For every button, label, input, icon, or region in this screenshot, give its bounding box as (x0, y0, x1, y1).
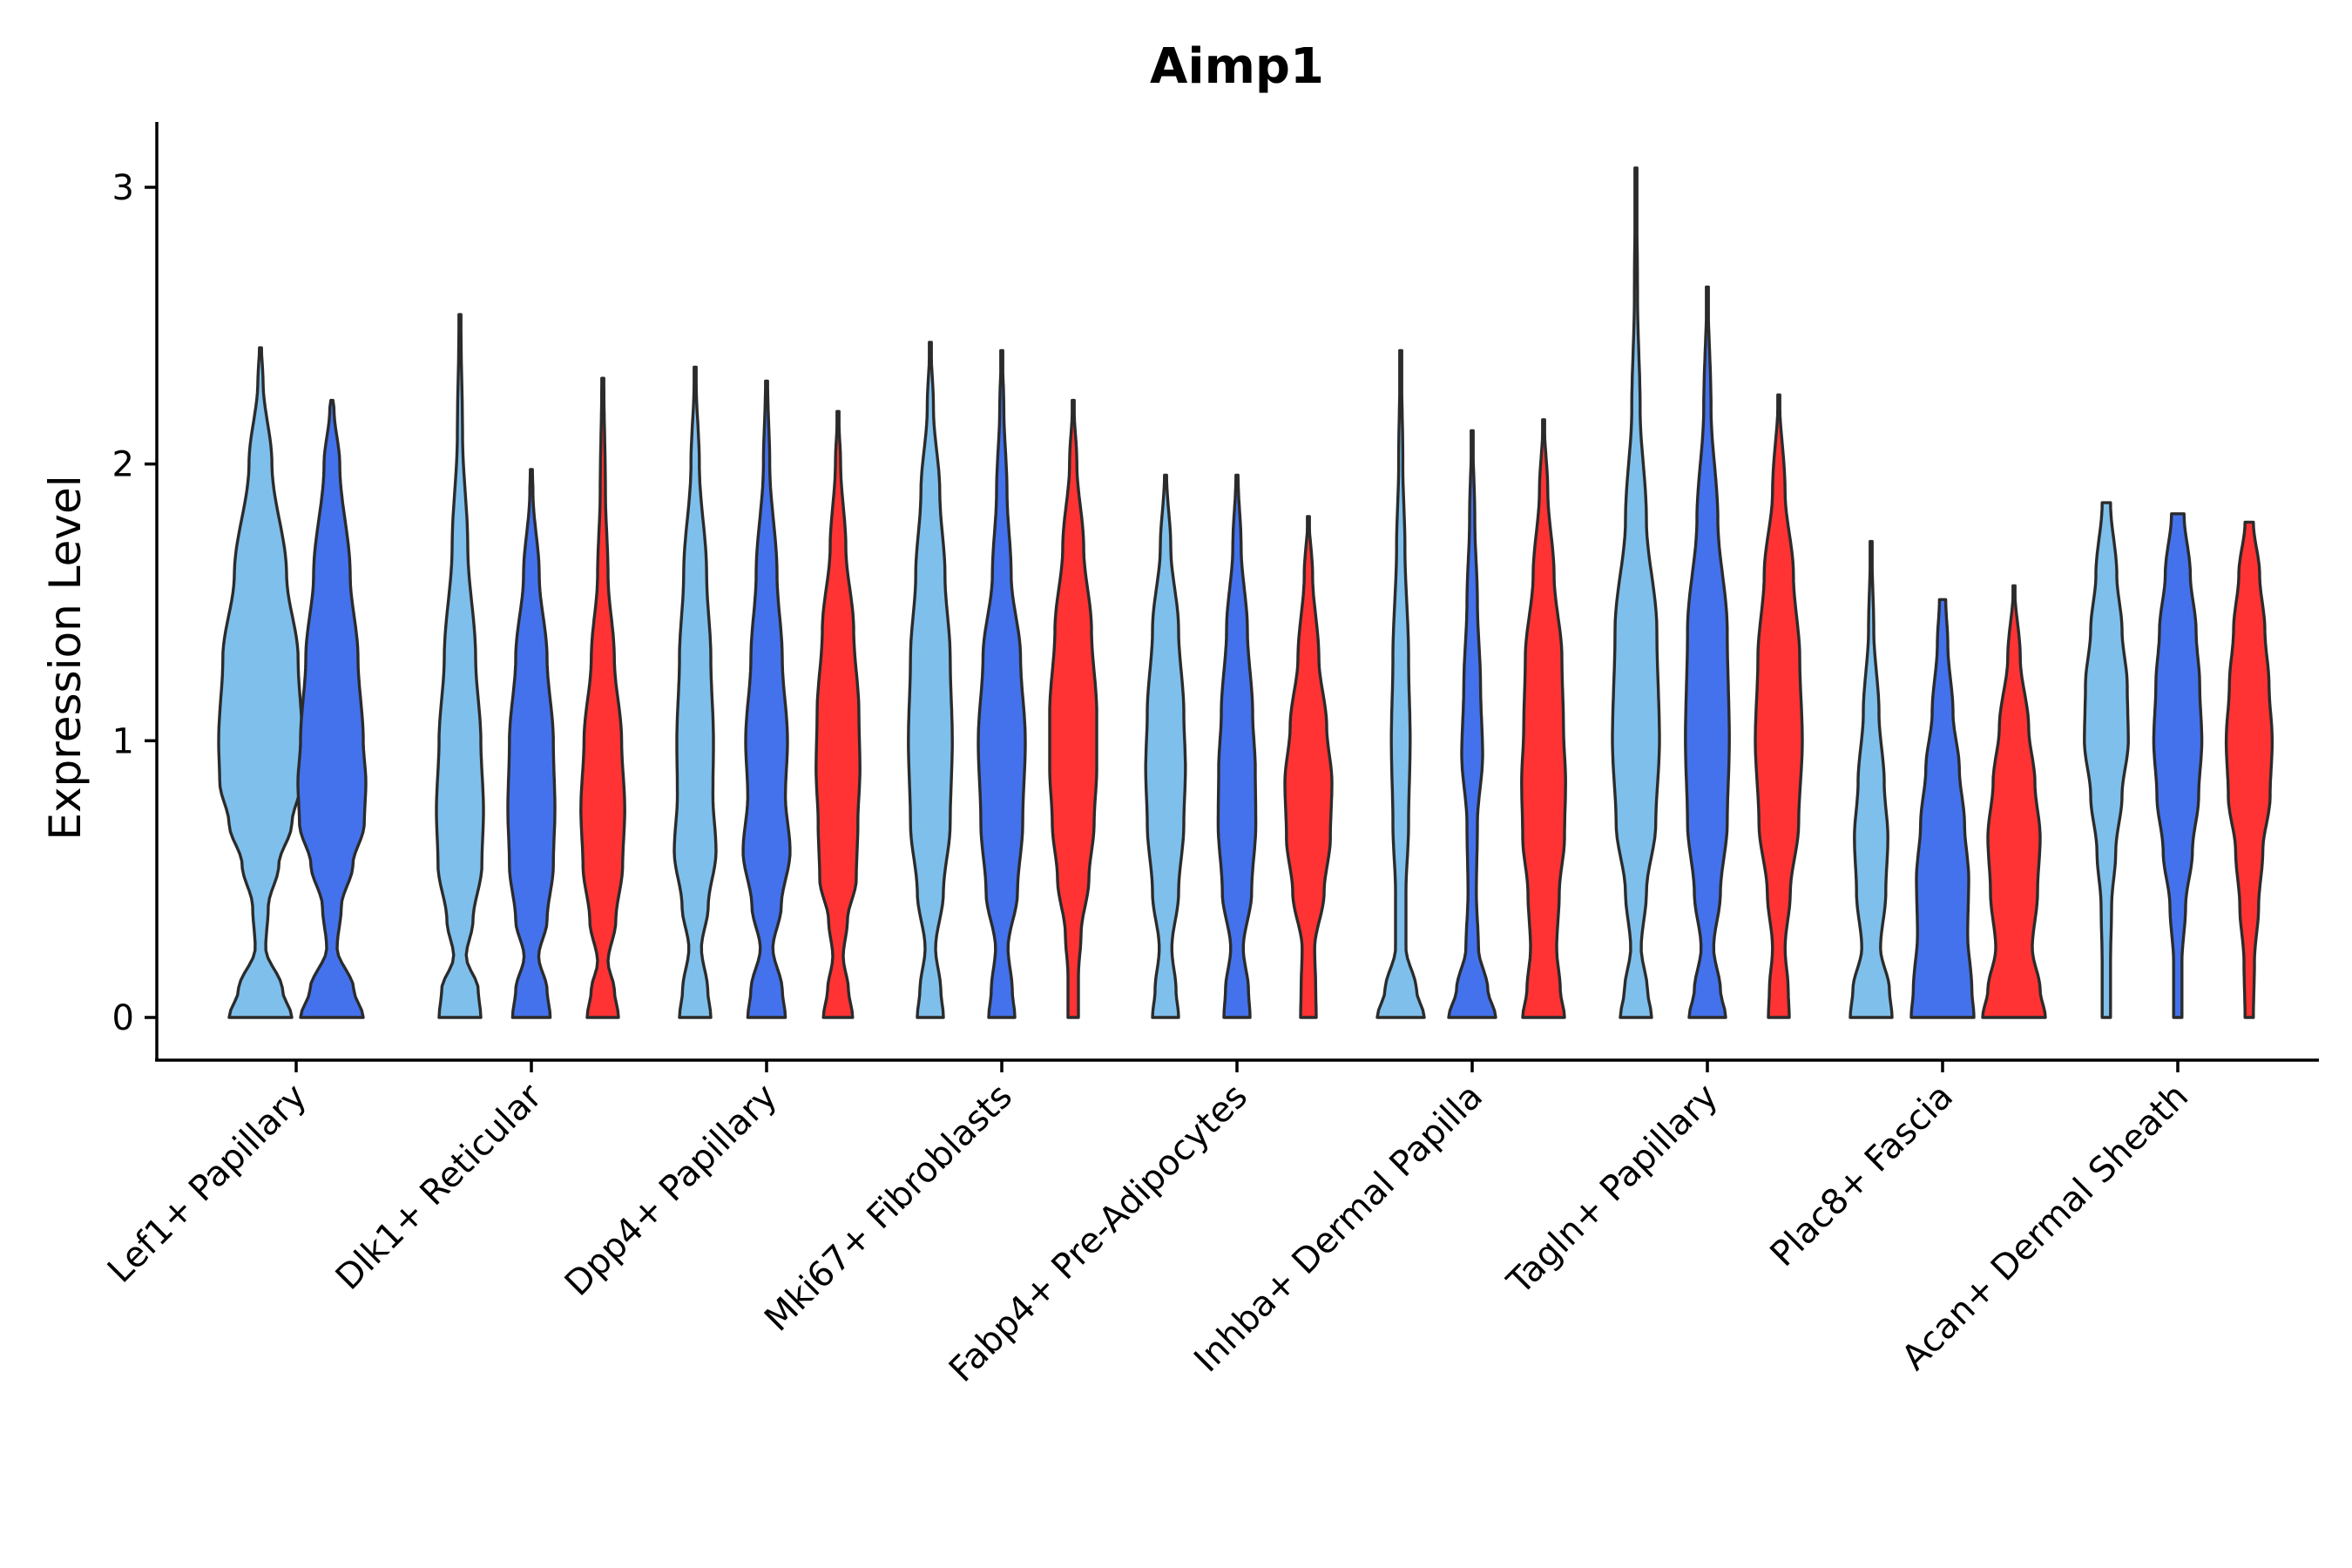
violin-5-1 (1144, 473, 1187, 1019)
violin-6-1 (1375, 348, 1426, 1019)
violin-8-2 (1909, 598, 1976, 1019)
y-axis-label: Expression Level (40, 475, 91, 840)
violin-3-2 (741, 379, 792, 1019)
violin-4-3 (1048, 398, 1098, 1019)
violin-9-1 (2083, 501, 2130, 1019)
x-tick-label: Tagln+ Papillary (1499, 1077, 1726, 1303)
violin-9-2 (2152, 512, 2204, 1019)
violin-5-3 (1283, 515, 1334, 1019)
violins-layer (217, 166, 2274, 1019)
x-tick-label: Dlk1+ Reticular (328, 1076, 551, 1298)
violin-6-2 (1447, 429, 1497, 1019)
violin-2-1 (435, 313, 485, 1019)
violin-6-3 (1520, 418, 1567, 1019)
violin-7-1 (1611, 166, 1661, 1019)
violin-5-2 (1216, 473, 1258, 1019)
x-tick-label: Dpp4+ Papillary (558, 1077, 785, 1304)
x-tick-label: Lef1+ Papillary (100, 1077, 314, 1291)
violin-4-2 (977, 348, 1027, 1019)
violin-3-3 (814, 409, 862, 1019)
y-tick-label: 1 (112, 721, 134, 761)
violin-8-3 (1981, 584, 2047, 1019)
violin-1-2 (296, 398, 368, 1019)
violin-8-1 (1848, 539, 1894, 1019)
x-tick-label: Mki67+ Fibroblasts (757, 1077, 1020, 1340)
violin-7-3 (1754, 393, 1804, 1019)
violin-2-3 (579, 376, 626, 1019)
violin-3-1 (672, 365, 718, 1019)
y-ticks: 0 1 2 3 (112, 168, 157, 1038)
chart-title: Aimp1 (1150, 38, 1324, 95)
violin-1-1 (217, 346, 304, 1019)
x-ticks: Lef1+ Papillary Dlk1+ Reticular Dpp4+ Papi… (100, 1060, 2196, 1390)
y-tick-label: 0 (112, 998, 134, 1038)
violin-7-2 (1684, 285, 1731, 1019)
y-tick-label: 3 (112, 168, 134, 208)
violin-2-2 (506, 468, 557, 1019)
violin-9-3 (2224, 520, 2274, 1019)
y-tick-label: 2 (112, 445, 134, 485)
x-tick-label: Plac8+ Fascia (1763, 1077, 1962, 1275)
violin-4-1 (907, 341, 954, 1019)
